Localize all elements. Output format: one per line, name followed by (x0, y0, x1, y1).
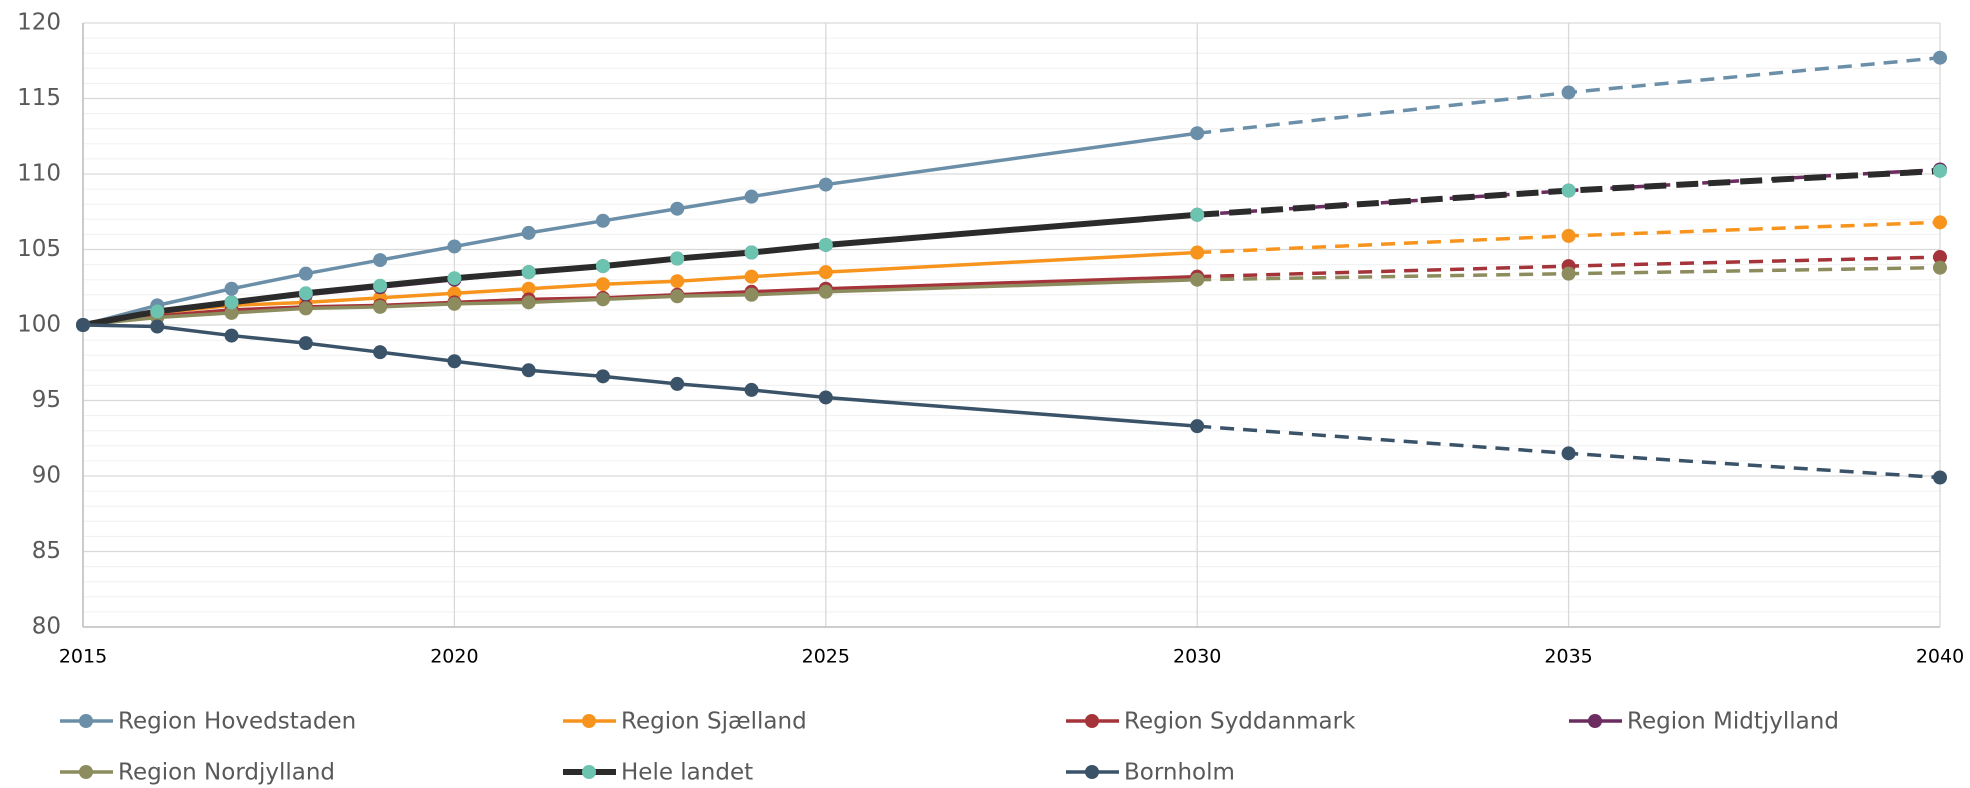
point (1561, 446, 1576, 461)
legend-marker (1085, 714, 1099, 728)
point (1561, 85, 1576, 100)
point (818, 177, 833, 192)
y-tick-label: 80 (32, 614, 61, 640)
legend-marker (79, 714, 93, 728)
x-tick-label: 2040 (1916, 646, 1964, 668)
point (150, 304, 165, 319)
y-tick-label: 115 (17, 85, 61, 111)
point (298, 266, 313, 281)
y-tick-label: 95 (32, 387, 61, 413)
series-line (82, 131, 1198, 327)
legend-marker (1588, 714, 1602, 728)
point (595, 277, 610, 292)
point (744, 287, 759, 302)
legend-label: Region Syddanmark (1124, 709, 1356, 735)
point (224, 281, 239, 296)
point (224, 328, 239, 343)
point (1190, 419, 1205, 434)
point (373, 299, 388, 314)
point (1933, 250, 1947, 265)
legend-marker (79, 765, 93, 779)
point (76, 318, 90, 332)
point (818, 390, 833, 405)
point (818, 284, 833, 299)
point (818, 237, 833, 252)
point (670, 289, 685, 304)
point (150, 319, 165, 334)
point (1561, 266, 1576, 281)
point (224, 295, 239, 310)
y-tick-label: 100 (17, 312, 61, 338)
point (1933, 50, 1947, 65)
point (670, 201, 685, 216)
point (373, 278, 388, 293)
point (818, 265, 833, 280)
series-line (82, 211, 1198, 328)
point (1933, 470, 1947, 485)
series-line (82, 323, 1198, 428)
point (224, 305, 239, 320)
y-tick-label: 105 (17, 236, 61, 262)
point (595, 213, 610, 228)
x-tick-label: 2025 (802, 646, 850, 668)
point (1561, 183, 1576, 198)
point (1190, 207, 1205, 222)
legend-label: Region Midtjylland (1627, 709, 1839, 735)
legend-label: Bornholm (1124, 760, 1235, 786)
point (447, 354, 462, 369)
point (521, 225, 536, 240)
point (373, 253, 388, 268)
point (373, 345, 388, 360)
point (521, 295, 536, 310)
point (1561, 228, 1576, 243)
point (298, 286, 313, 301)
x-tick-label: 2030 (1173, 646, 1221, 668)
point (670, 274, 685, 289)
y-tick-label: 85 (32, 538, 61, 564)
legend-label: Region Hovedstaden (118, 709, 356, 735)
point (521, 265, 536, 280)
point (670, 376, 685, 391)
legend-label: Hele landet (621, 760, 753, 786)
point (744, 269, 759, 284)
lines (76, 50, 1947, 485)
x-tick-label: 2020 (430, 646, 478, 668)
y-tick-label: 120 (17, 10, 61, 36)
point (744, 189, 759, 204)
y-tick-label: 90 (32, 463, 61, 489)
point (595, 259, 610, 274)
point (447, 239, 462, 254)
legend: Region Hovedstaden Region Sjælland Region … (60, 709, 1839, 786)
point (447, 296, 462, 311)
point (298, 336, 313, 351)
legend-marker (582, 765, 596, 779)
legend-marker (1085, 765, 1099, 779)
x-tick-label: 2035 (1544, 646, 1592, 668)
point (670, 251, 685, 266)
series-line (82, 277, 1198, 327)
point (1190, 245, 1205, 260)
point (595, 292, 610, 307)
point (1190, 126, 1205, 141)
point (447, 271, 462, 286)
legend-label: Region Sjælland (621, 709, 807, 735)
point (744, 245, 759, 260)
point (1933, 260, 1947, 275)
point (595, 369, 610, 384)
series-line (82, 274, 1198, 327)
legend-label: Region Nordjylland (118, 760, 335, 786)
point (521, 363, 536, 378)
x-tick-label: 2015 (59, 646, 107, 668)
point (1190, 272, 1205, 287)
y-tick-label: 110 (17, 161, 61, 187)
point (744, 382, 759, 397)
point (298, 301, 313, 316)
legend-marker (582, 714, 596, 728)
point (1933, 215, 1947, 230)
point (1933, 163, 1947, 178)
point (521, 281, 536, 296)
